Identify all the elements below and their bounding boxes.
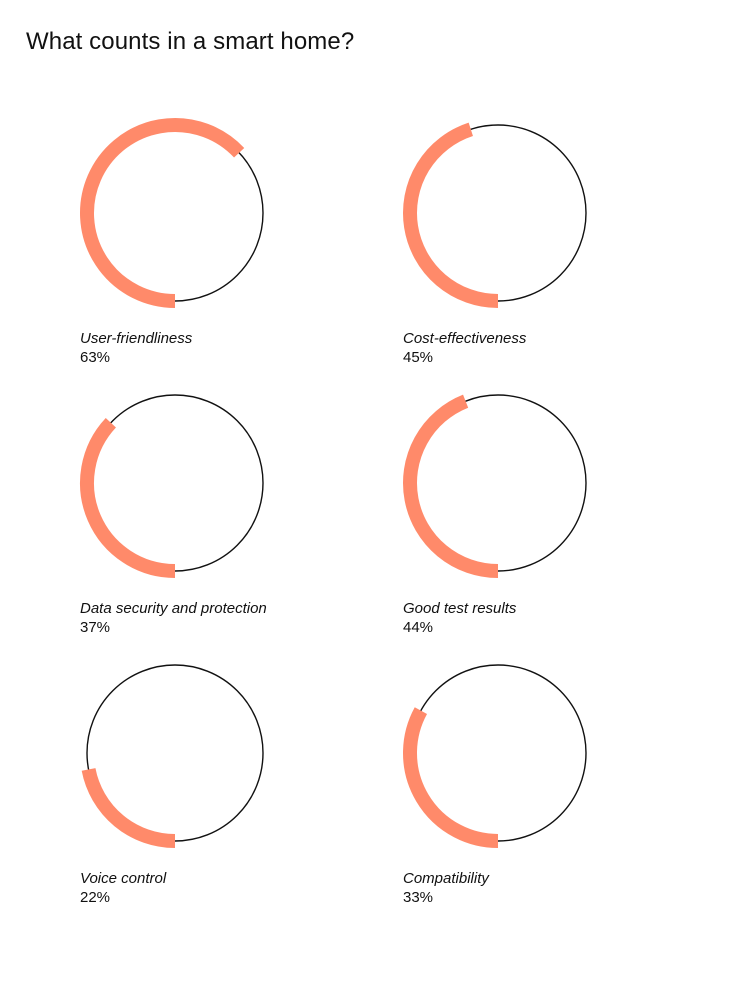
donut-voice-control: Voice control 22% — [80, 658, 340, 908]
donut-user-friendliness: User-friendliness 63% — [80, 118, 340, 368]
donut-chart — [403, 664, 587, 848]
donut-label: Voice control — [80, 870, 167, 887]
donut-value: 44% — [403, 619, 434, 636]
donut-chart — [80, 118, 264, 308]
donut-compatibility: Compatibility 33% — [403, 658, 663, 908]
donut-value-arc — [80, 118, 245, 308]
donut-label: Data security and protection — [80, 600, 267, 617]
donut-good-test-results: Good test results 44% — [403, 388, 663, 638]
chart-title: What counts in a smart home? — [26, 28, 355, 55]
donut-value: 45% — [403, 349, 434, 366]
donut-value-arc — [80, 417, 176, 578]
donut-label: Compatibility — [403, 870, 489, 887]
donut-chart — [80, 394, 264, 578]
donut-label: User-friendliness — [80, 330, 193, 347]
donut-value: 22% — [80, 889, 111, 906]
donut-value-arc — [403, 394, 499, 578]
donut-chart — [81, 664, 264, 848]
donut-value-arc — [81, 767, 176, 848]
donut-label: Good test results — [403, 600, 517, 617]
donut-chart — [403, 394, 587, 578]
donut-value: 33% — [403, 889, 434, 906]
donut-cost-effectiveness: Cost-effectiveness 45% — [403, 118, 663, 368]
donut-label: Cost-effectiveness — [403, 330, 527, 347]
donut-value: 37% — [80, 619, 111, 636]
donut-value: 63% — [80, 349, 111, 366]
donut-chart — [403, 122, 587, 308]
donut-value-arc — [403, 122, 499, 308]
donut-value-arc — [403, 707, 499, 848]
donut-data-security: Data security and protection 37% — [80, 388, 340, 638]
